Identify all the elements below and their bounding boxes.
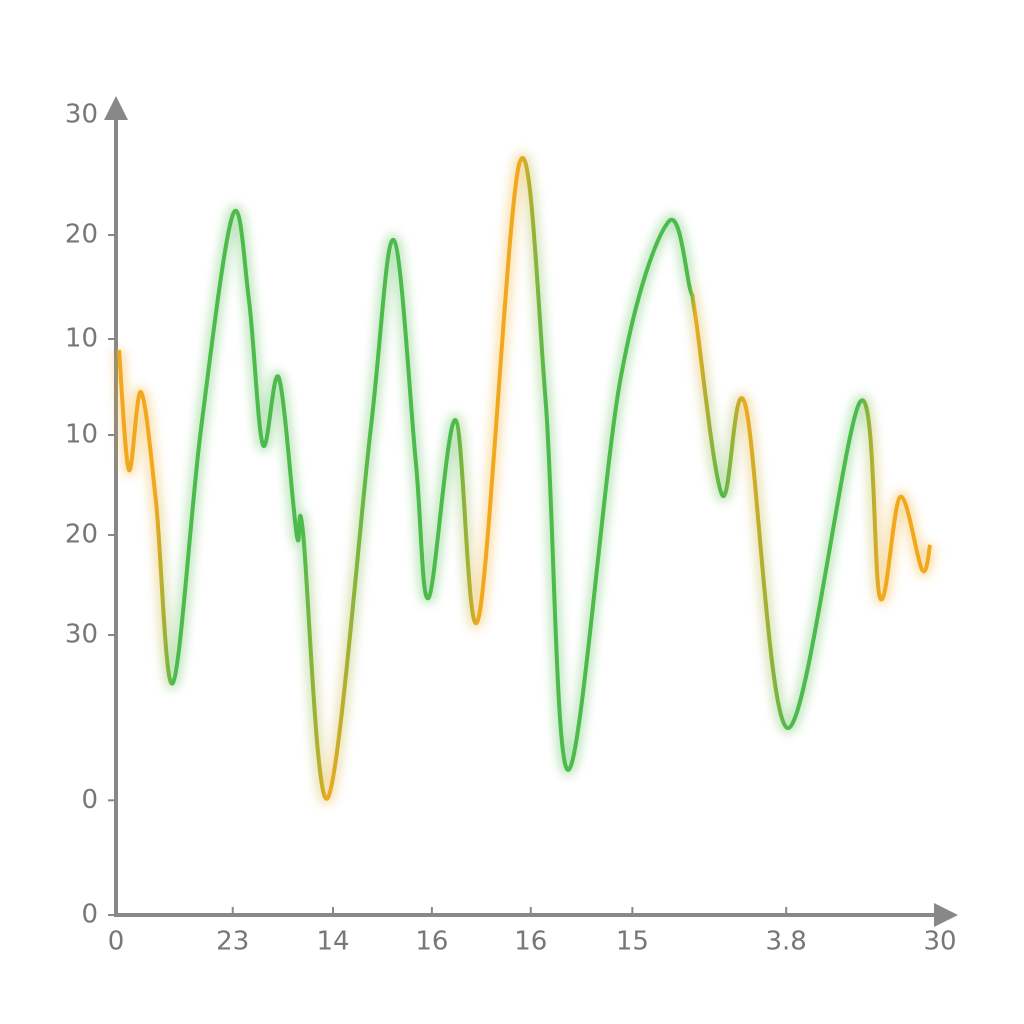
x-tick-label: 3.8 — [766, 927, 807, 957]
x-tick-label: 0 — [108, 927, 125, 957]
y-tick-label: 30 — [65, 100, 98, 130]
y-axis-arrow — [104, 96, 128, 120]
x-tick-label: 16 — [514, 927, 547, 957]
x-tick-label: 14 — [316, 927, 349, 957]
y-tick-label: 0 — [81, 785, 98, 815]
x-tick-label: 23 — [216, 927, 249, 957]
y-tick-label: 0 — [81, 900, 98, 930]
y-tick-label: 20 — [65, 520, 98, 550]
y-tick-label: 10 — [65, 324, 98, 354]
line — [117, 156, 933, 801]
line-glow — [113, 152, 936, 805]
y-tick-label: 10 — [65, 420, 98, 450]
y-tick-label: 30 — [65, 620, 98, 650]
x-axis-arrow — [934, 903, 958, 927]
x-tick-label: 16 — [415, 927, 448, 957]
y-tick-label: 20 — [65, 220, 98, 250]
x-tick-label: 15 — [616, 927, 649, 957]
x-tick-label: 30 — [923, 927, 956, 957]
